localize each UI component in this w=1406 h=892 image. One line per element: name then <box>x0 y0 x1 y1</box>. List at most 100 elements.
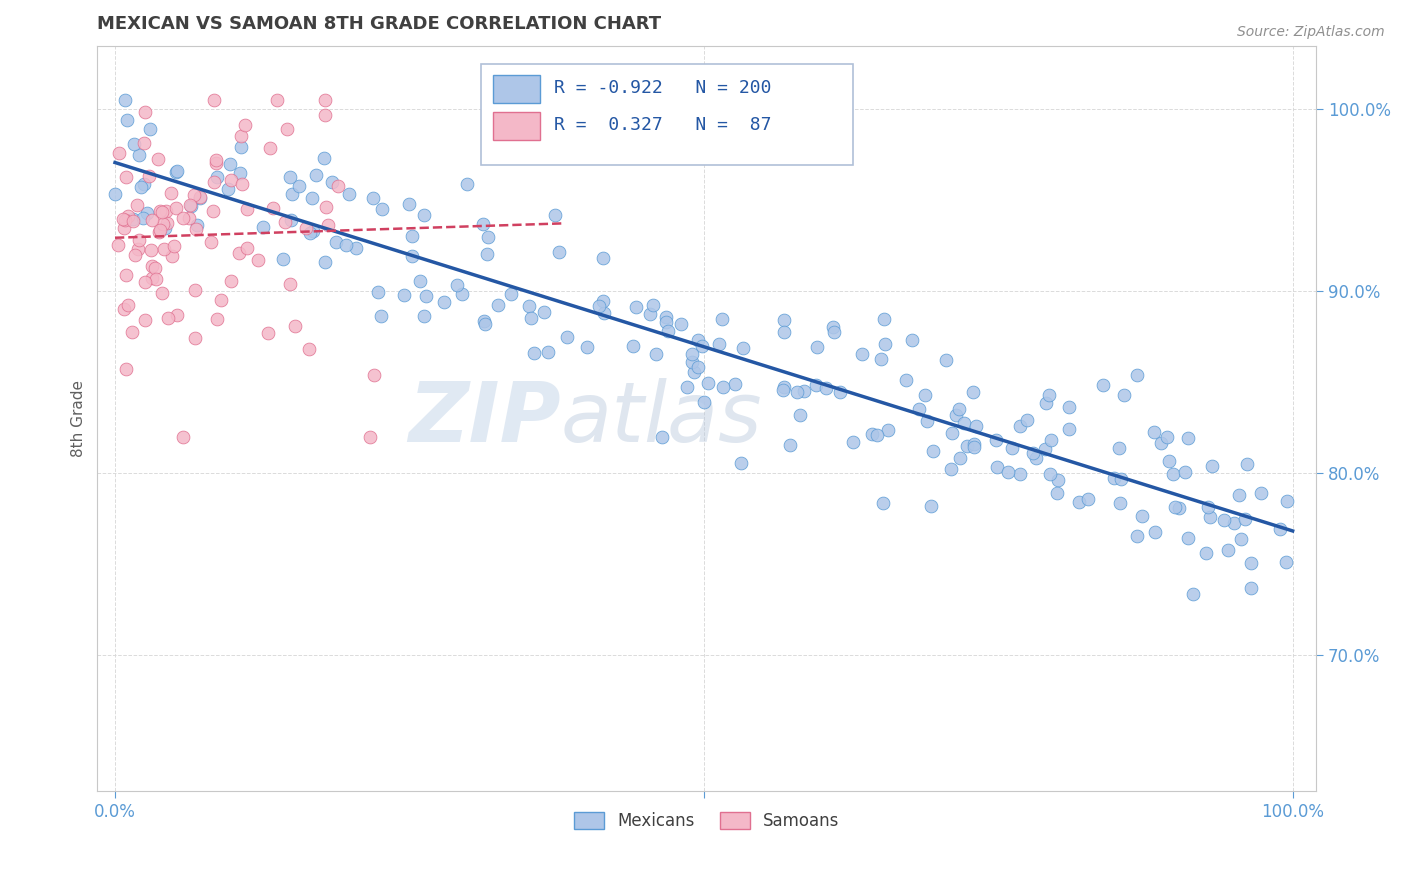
Point <box>155 203 177 218</box>
Point <box>325 235 347 250</box>
Point <box>152 217 174 231</box>
Point <box>163 239 186 253</box>
Point <box>1168 501 1191 516</box>
Point <box>592 251 614 265</box>
Point <box>488 297 510 311</box>
Point <box>1240 556 1263 570</box>
Point <box>690 339 713 353</box>
Point <box>873 337 896 351</box>
Point <box>828 385 851 400</box>
Point <box>143 260 166 275</box>
Point <box>274 215 297 229</box>
Point <box>860 427 883 442</box>
Point <box>359 430 381 444</box>
Point <box>555 330 578 344</box>
Point <box>1177 431 1199 445</box>
Point <box>145 272 167 286</box>
Point <box>935 353 957 368</box>
Y-axis label: 8th Grade: 8th Grade <box>72 380 86 457</box>
Point <box>949 451 972 466</box>
Point <box>1109 472 1132 486</box>
Point <box>115 113 138 128</box>
Point <box>575 340 598 354</box>
Point <box>149 223 172 237</box>
Point <box>1091 378 1114 392</box>
Point <box>654 310 676 324</box>
Point <box>544 208 567 222</box>
Point <box>683 365 706 379</box>
Point <box>641 298 664 312</box>
Point <box>676 379 699 393</box>
Point <box>124 137 146 152</box>
Point <box>1240 582 1263 596</box>
Point <box>520 311 543 326</box>
Point <box>257 326 280 340</box>
Point <box>956 439 979 453</box>
Point <box>217 182 239 196</box>
Point <box>150 204 173 219</box>
Point <box>779 438 801 452</box>
Point <box>450 287 472 301</box>
Point <box>962 385 984 400</box>
Point <box>824 325 846 339</box>
Point <box>1250 485 1272 500</box>
Point <box>278 277 301 292</box>
Point <box>155 220 177 235</box>
Point <box>298 226 321 240</box>
Point <box>186 219 208 233</box>
Point <box>156 216 179 230</box>
Point <box>294 221 316 235</box>
Point <box>180 199 202 213</box>
Point <box>984 434 1007 448</box>
Point <box>301 224 323 238</box>
Point <box>1156 429 1178 443</box>
Point <box>786 384 808 399</box>
Point <box>121 211 143 226</box>
Point <box>789 408 811 422</box>
Point <box>165 202 187 216</box>
Point <box>209 293 232 308</box>
Point <box>134 312 156 326</box>
Point <box>1077 492 1099 507</box>
Point <box>523 346 546 360</box>
Point <box>205 153 228 167</box>
Legend: Mexicans, Samoans: Mexicans, Samoans <box>568 805 846 837</box>
Point <box>965 418 987 433</box>
Point <box>986 460 1008 475</box>
Point <box>280 213 302 227</box>
Point <box>948 402 970 417</box>
Point <box>681 355 703 369</box>
Point <box>1001 441 1024 455</box>
Point <box>772 380 794 394</box>
Point <box>548 244 571 259</box>
Point <box>1035 396 1057 410</box>
Point <box>207 311 229 326</box>
Point <box>112 302 135 317</box>
Point <box>124 248 146 262</box>
Point <box>165 165 187 179</box>
Point <box>284 319 307 334</box>
Point <box>1150 435 1173 450</box>
Text: atlas: atlas <box>561 378 762 459</box>
Point <box>941 426 963 441</box>
Point <box>172 430 194 444</box>
Point <box>221 172 243 186</box>
Point <box>115 362 138 376</box>
Point <box>1218 543 1240 558</box>
Point <box>1046 474 1069 488</box>
Point <box>1033 442 1056 456</box>
Point <box>433 295 456 310</box>
Point <box>1144 525 1167 540</box>
Point <box>134 136 156 150</box>
Point <box>1057 422 1080 436</box>
Point <box>121 325 143 339</box>
Point <box>1177 531 1199 545</box>
Point <box>401 229 423 244</box>
Point <box>287 178 309 193</box>
Point <box>273 252 295 266</box>
Point <box>1126 529 1149 543</box>
Point <box>963 440 986 454</box>
Point <box>314 93 336 107</box>
Point <box>114 93 136 107</box>
Point <box>537 345 560 359</box>
